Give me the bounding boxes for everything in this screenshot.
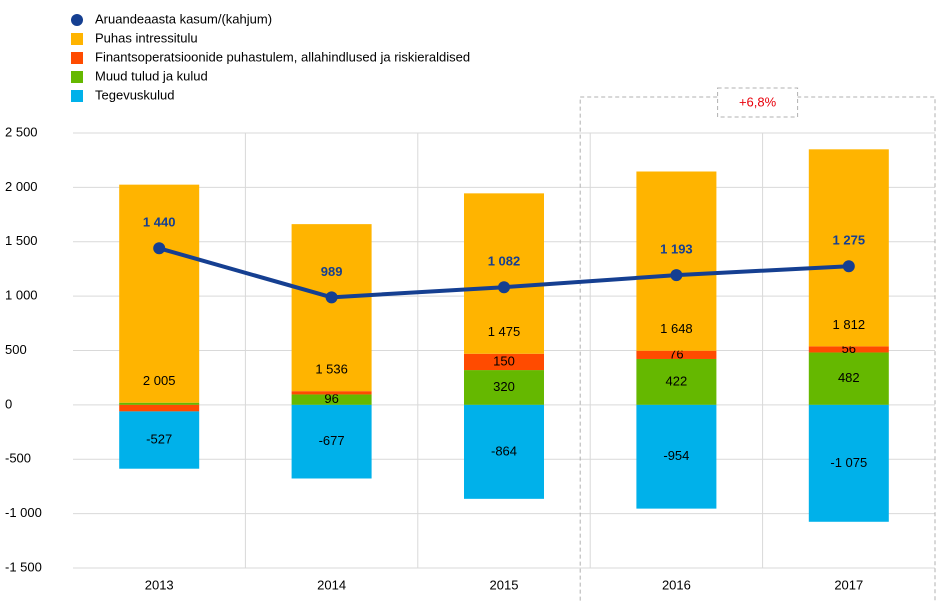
bar-segment (291, 404, 372, 479)
bar-segment (808, 346, 889, 353)
line-label: 1 082 (488, 254, 521, 269)
bar-segment (119, 404, 200, 412)
data-label: 1 475 (488, 324, 521, 339)
y-tick-label: 2 500 (5, 124, 38, 139)
data-label: 1 812 (833, 317, 866, 332)
bar-segment (636, 171, 717, 351)
x-tick-label: 2015 (490, 577, 519, 592)
line-label: 989 (321, 264, 343, 279)
x-tick-label: 2014 (317, 577, 346, 592)
data-label: 422 (666, 373, 688, 388)
bar-segment (636, 358, 717, 405)
line-marker (670, 269, 683, 282)
bar-segment (291, 391, 372, 395)
y-tick-label: 2 000 (5, 179, 38, 194)
bar-segment (636, 350, 717, 359)
line-marker (498, 281, 510, 294)
legend-label: Finantsoperatsioonide puhastulem, allahi… (95, 49, 470, 64)
bar-segment (464, 353, 544, 371)
line-label: 1 440 (143, 215, 176, 230)
y-tick-label: 1 500 (5, 233, 38, 248)
bar-segment (808, 149, 889, 347)
bar-segment (464, 370, 544, 405)
bar-segment (636, 404, 717, 509)
data-label: -864 (491, 443, 517, 458)
bar-segment (119, 411, 200, 469)
y-tick-label: 1 000 (5, 288, 38, 303)
data-label: -954 (663, 448, 689, 463)
legend-swatch (71, 33, 83, 45)
data-label: 150 (493, 353, 515, 368)
bar-segment (464, 193, 544, 354)
y-tick-label: -500 (5, 451, 31, 466)
data-label: -527 (146, 431, 172, 446)
legend-label: Puhas intressitulu (95, 30, 198, 45)
legend-swatch (71, 90, 83, 102)
legend-label: Muud tulud ja kulud (95, 68, 208, 83)
x-tick-label: 2016 (662, 577, 691, 592)
data-label: 1 536 (315, 362, 348, 377)
bar-segment (119, 184, 200, 403)
annotation: +6,8% (739, 94, 777, 109)
line-marker (325, 291, 338, 304)
annotation-box (717, 87, 799, 118)
bar-segment (119, 402, 200, 405)
legend-swatch (71, 52, 83, 64)
data-label: 320 (493, 379, 515, 394)
legend-label: Aruandeaasta kasum/(kahjum) (95, 11, 272, 26)
data-label: 2 005 (143, 373, 176, 388)
x-tick-label: 2017 (834, 577, 863, 592)
y-tick-label: 500 (5, 342, 27, 357)
x-tick-label: 2013 (145, 577, 174, 592)
line-marker (842, 260, 855, 273)
bar-segment (808, 404, 889, 522)
y-tick-label: -1 000 (5, 505, 42, 520)
line-label: 1 193 (660, 242, 693, 257)
line-marker (153, 242, 166, 255)
legend-label: Tegevuskulud (95, 87, 175, 102)
y-tick-label: 0 (5, 396, 12, 411)
legend-swatch (71, 71, 83, 83)
bar-segment (808, 352, 889, 405)
y-tick-label: -1 500 (5, 559, 42, 574)
data-label: -677 (319, 433, 345, 448)
bar-segment (291, 224, 372, 392)
line-label: 1 275 (833, 233, 866, 248)
legend-marker (71, 14, 83, 26)
data-label: 1 648 (660, 321, 693, 336)
data-label: -1 075 (830, 455, 867, 470)
bar-segment (464, 404, 544, 499)
data-label: 482 (838, 370, 860, 385)
data-label: 96 (324, 391, 338, 406)
bar-segment (291, 394, 372, 405)
